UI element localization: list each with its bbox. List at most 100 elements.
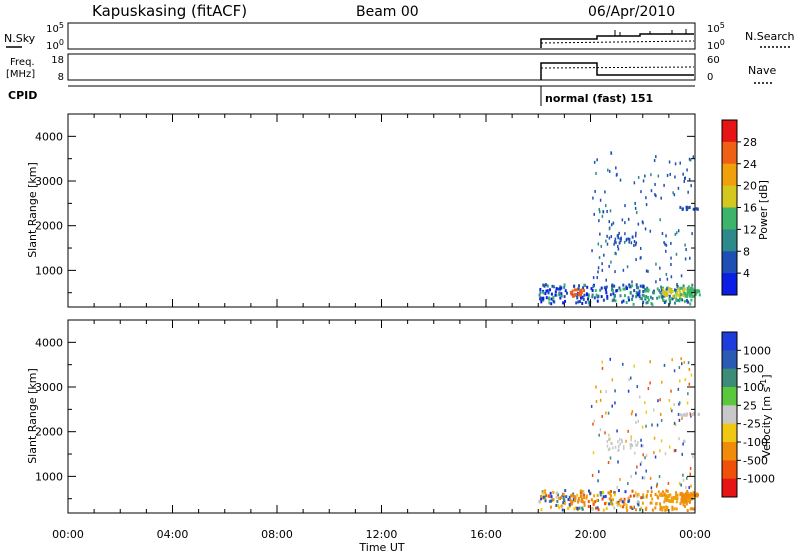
data-cell bbox=[641, 293, 644, 297]
data-cell bbox=[662, 287, 665, 291]
data-cell bbox=[583, 493, 586, 497]
velocity-colorbar-label: Velocity [m s-1] bbox=[759, 374, 773, 457]
data-cell bbox=[671, 290, 674, 294]
data-cell bbox=[681, 497, 684, 501]
data-cell bbox=[571, 494, 574, 498]
nsky-series-line bbox=[540, 33, 694, 48]
data-cell bbox=[594, 289, 597, 293]
data-cell bbox=[660, 380, 663, 384]
data-cell bbox=[633, 494, 636, 498]
data-cell bbox=[581, 301, 584, 305]
data-cell bbox=[635, 471, 637, 475]
data-cell bbox=[676, 283, 679, 287]
data-cell bbox=[592, 451, 595, 455]
data-cell bbox=[545, 296, 548, 300]
data-cell bbox=[628, 237, 631, 241]
data-cell bbox=[636, 385, 639, 389]
data-cell bbox=[603, 286, 606, 290]
data-cell bbox=[674, 423, 677, 427]
data-cell bbox=[597, 479, 599, 483]
data-cell bbox=[653, 408, 655, 412]
data-cell bbox=[582, 297, 585, 301]
data-cell bbox=[550, 292, 553, 296]
data-cell bbox=[692, 155, 695, 159]
nsearch-label: N.Search bbox=[745, 30, 795, 43]
data-cell bbox=[581, 506, 584, 510]
data-cell bbox=[677, 298, 680, 302]
data-cell bbox=[588, 489, 591, 493]
data-cell bbox=[659, 505, 662, 509]
power-colorbar: 4 8 12 16 20 24 28 bbox=[721, 119, 757, 296]
data-cell bbox=[593, 296, 596, 300]
data-cell bbox=[684, 413, 687, 417]
data-cell bbox=[688, 178, 691, 182]
data-cell bbox=[616, 234, 619, 238]
velocity-colorbar-label-close: ] bbox=[760, 374, 773, 378]
data-cell bbox=[684, 176, 686, 180]
data-cell bbox=[667, 481, 670, 485]
data-cell bbox=[614, 445, 617, 449]
data-cell bbox=[661, 508, 664, 512]
data-cell bbox=[603, 502, 606, 506]
data-cell bbox=[630, 412, 633, 416]
data-cell bbox=[635, 241, 638, 245]
data-cell bbox=[573, 292, 576, 296]
data-cell bbox=[583, 283, 586, 287]
data-cell bbox=[682, 503, 685, 507]
data-cell bbox=[609, 293, 612, 297]
data-cell bbox=[635, 283, 638, 287]
data-cell bbox=[678, 366, 681, 370]
data-cell bbox=[592, 502, 595, 506]
nave-tick-bottom: 0 bbox=[707, 72, 713, 83]
data-cell bbox=[665, 290, 668, 294]
data-cell bbox=[563, 283, 566, 287]
velocity-frame bbox=[67, 319, 696, 514]
data-cell bbox=[568, 503, 571, 507]
data-cell bbox=[624, 232, 626, 236]
data-cell bbox=[661, 493, 664, 497]
data-cell bbox=[554, 293, 557, 297]
data-cell bbox=[684, 500, 687, 504]
data-cell bbox=[673, 507, 676, 511]
data-cell bbox=[626, 508, 629, 512]
data-cell bbox=[595, 293, 598, 297]
data-cell bbox=[547, 291, 550, 295]
data-cell bbox=[609, 492, 612, 496]
data-cell bbox=[635, 293, 638, 297]
data-cell bbox=[610, 499, 613, 503]
freq-label-line2: [MHz] bbox=[6, 69, 35, 80]
data-cell bbox=[629, 446, 632, 450]
data-cell bbox=[576, 493, 579, 497]
data-cell bbox=[636, 494, 639, 498]
data-cell bbox=[646, 295, 649, 299]
data-cell bbox=[640, 297, 643, 301]
data-cell bbox=[593, 494, 596, 498]
data-cell bbox=[627, 298, 630, 302]
data-cell bbox=[585, 496, 588, 500]
data-cell bbox=[681, 452, 683, 456]
data-cell bbox=[578, 300, 581, 304]
data-cell bbox=[670, 275, 673, 279]
data-cell bbox=[556, 499, 559, 503]
data-cell bbox=[637, 503, 640, 507]
x-tick-label: 00:00 bbox=[679, 528, 711, 541]
data-cell bbox=[676, 231, 678, 235]
data-cell bbox=[614, 401, 616, 405]
data-cell bbox=[671, 297, 674, 301]
data-cell bbox=[687, 392, 689, 396]
data-cell bbox=[630, 435, 632, 439]
data-cell bbox=[642, 289, 645, 293]
data-cell bbox=[691, 507, 694, 511]
data-cell bbox=[627, 237, 630, 241]
data-cell bbox=[649, 476, 652, 480]
data-cell bbox=[654, 506, 657, 510]
data-cell bbox=[655, 501, 658, 505]
data-cell bbox=[660, 493, 663, 497]
data-cell bbox=[670, 389, 672, 393]
data-cell bbox=[564, 289, 567, 293]
data-cell bbox=[646, 489, 649, 493]
nsky-panel: N.Sky 105 100 105 100 N.Search bbox=[4, 21, 795, 52]
data-cell bbox=[665, 299, 668, 303]
data-cell bbox=[580, 290, 583, 294]
data-cell bbox=[578, 291, 581, 295]
